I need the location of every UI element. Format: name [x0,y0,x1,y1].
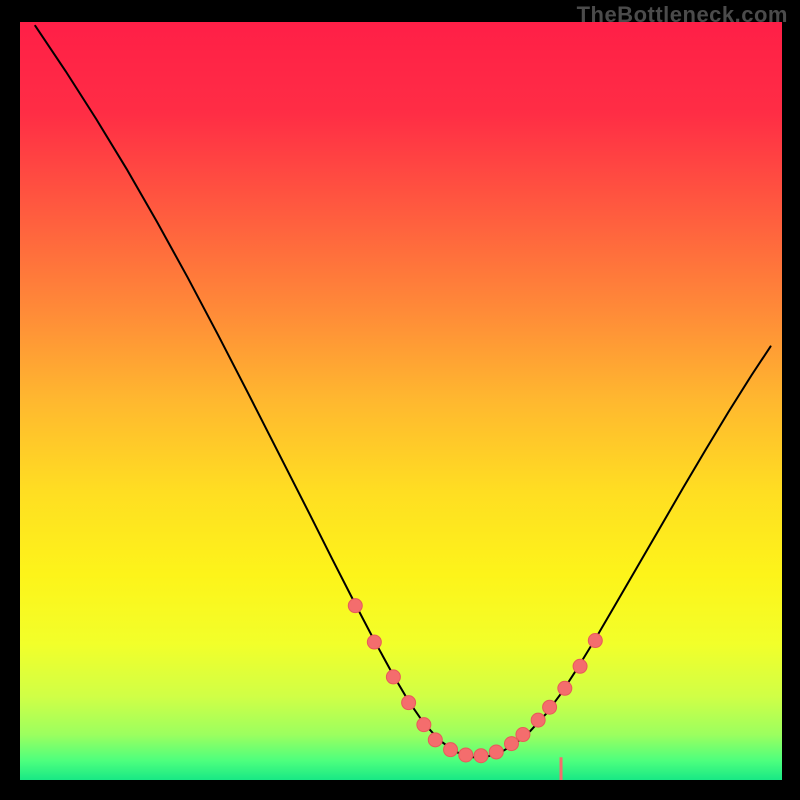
data-marker [543,700,557,714]
data-marker [504,737,518,751]
bottleneck-curve [35,26,770,757]
data-marker [367,635,381,649]
data-marker [474,749,488,763]
chart-overlay [0,0,800,800]
data-marker [402,696,416,710]
data-marker [588,634,602,648]
chart-frame: TheBottleneck.com [0,0,800,800]
data-marker [428,733,442,747]
data-marker [444,743,458,757]
data-marker [348,599,362,613]
data-marker [489,745,503,759]
data-marker [417,718,431,732]
data-marker [459,748,473,762]
data-marker [516,728,530,742]
data-marker [531,713,545,727]
data-marker [386,670,400,684]
data-marker [573,659,587,673]
data-marker [558,681,572,695]
